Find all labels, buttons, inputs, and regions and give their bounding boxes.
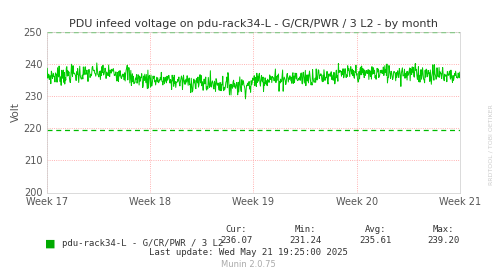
Text: 231.24: 231.24 (290, 236, 322, 245)
Title: PDU infeed voltage on pdu-rack34-L - G/CR/PWR / 3 L2 - by month: PDU infeed voltage on pdu-rack34-L - G/C… (69, 20, 438, 29)
Text: pdu-rack34-L - G/CR/PWR / 3 L2: pdu-rack34-L - G/CR/PWR / 3 L2 (62, 239, 223, 248)
Y-axis label: Volt: Volt (11, 102, 21, 122)
Text: Last update: Wed May 21 19:25:00 2025: Last update: Wed May 21 19:25:00 2025 (149, 248, 348, 257)
Text: RRDTOOL / TOBI OETIKER: RRDTOOL / TOBI OETIKER (489, 104, 494, 185)
Text: Max:: Max: (433, 226, 455, 234)
Text: ■: ■ (45, 238, 55, 248)
Text: 239.20: 239.20 (428, 236, 460, 245)
Text: Min:: Min: (295, 226, 317, 234)
Text: Cur:: Cur: (225, 226, 247, 234)
Text: 236.07: 236.07 (220, 236, 252, 245)
Text: Avg:: Avg: (364, 226, 386, 234)
Text: 235.61: 235.61 (359, 236, 391, 245)
Text: Munin 2.0.75: Munin 2.0.75 (221, 260, 276, 269)
